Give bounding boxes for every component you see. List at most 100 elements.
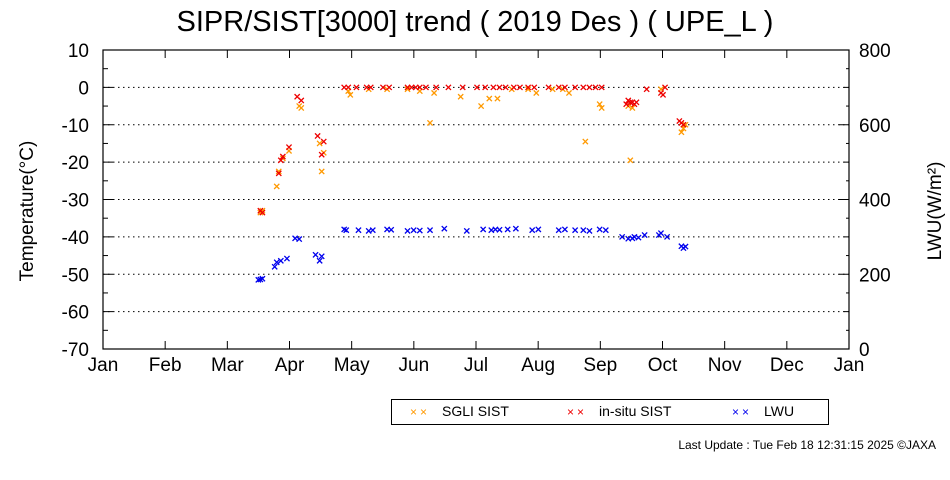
grid-lines bbox=[103, 86, 849, 313]
data-point-sgli bbox=[486, 95, 493, 102]
data-point-lwu bbox=[388, 226, 395, 233]
x-tick-label: Aug bbox=[521, 355, 555, 376]
data-point-insitu bbox=[545, 84, 552, 91]
data-point-sgli bbox=[259, 207, 266, 214]
data-point-lwu bbox=[404, 227, 411, 234]
data-point-lwu bbox=[635, 234, 642, 241]
x-tick-label: Jul bbox=[464, 355, 488, 376]
data-point-lwu bbox=[496, 226, 503, 233]
legend-marker-sgli: ×× bbox=[410, 405, 431, 419]
data-point-lwu bbox=[463, 227, 470, 234]
data-point-sgli bbox=[478, 103, 485, 110]
x-tick-label: Jun bbox=[399, 355, 430, 376]
data-point-lwu bbox=[512, 225, 519, 232]
legend-item-sgli: ×× SGLI SIST bbox=[410, 403, 509, 419]
data-point-insitu bbox=[531, 84, 538, 91]
y-tick-label: 0 bbox=[78, 78, 89, 99]
data-point-sgli bbox=[426, 119, 434, 126]
data-point-sgli bbox=[298, 104, 305, 111]
data-point-lwu bbox=[664, 233, 671, 240]
data-point-insitu bbox=[279, 153, 286, 160]
data-point-insitu bbox=[379, 84, 387, 91]
data-point-insitu bbox=[386, 84, 393, 91]
data-point-sgli bbox=[457, 93, 464, 100]
data-point-sgli bbox=[431, 89, 438, 97]
data-point-lwu bbox=[410, 227, 417, 234]
data-point-insitu bbox=[353, 84, 360, 91]
data-point-lwu bbox=[296, 236, 303, 243]
data-point-lwu bbox=[312, 251, 319, 258]
data-point-insitu bbox=[496, 84, 503, 91]
data-point-sgli bbox=[525, 86, 532, 93]
legend: ×× SGLI SIST ×× in-situ SIST ×× LWU bbox=[391, 399, 829, 425]
data-point-lwu bbox=[255, 276, 262, 283]
y-tick-label: -60 bbox=[62, 303, 89, 324]
data-point-sgli bbox=[494, 95, 501, 102]
data-point-insitu bbox=[659, 91, 667, 98]
x-tick-label: Feb bbox=[149, 355, 182, 376]
data-point-insitu bbox=[422, 84, 429, 91]
chart-title: SIPR/SIST[3000] trend ( 2019 Des ) ( UPE… bbox=[176, 6, 774, 38]
x-tick-label: Jan bbox=[88, 355, 119, 376]
data-point-insitu bbox=[320, 138, 327, 145]
data-point-insitu bbox=[298, 97, 305, 104]
last-update-text: Last Update : Tue Feb 18 12:31:15 2025 ©… bbox=[678, 438, 936, 452]
data-point-sgli bbox=[582, 138, 589, 145]
y-axis-label-right: LWU(W/m²) bbox=[925, 161, 946, 261]
data-point-lwu bbox=[318, 253, 325, 260]
data-point-insitu bbox=[525, 84, 532, 91]
data-point-insitu bbox=[259, 209, 266, 216]
data-point-insitu bbox=[633, 99, 640, 106]
x-tick-label: Nov bbox=[708, 355, 742, 376]
data-point-lwu bbox=[602, 227, 609, 234]
data-point-lwu bbox=[283, 255, 291, 262]
data-point-insitu bbox=[367, 84, 374, 91]
y-tick-label: -10 bbox=[62, 116, 89, 137]
legend-label-insitu: in-situ SIST bbox=[599, 403, 672, 419]
data-point-lwu bbox=[561, 226, 568, 233]
data-point-lwu bbox=[416, 227, 423, 234]
data-point-insitu bbox=[490, 84, 497, 91]
data-point-lwu bbox=[504, 226, 511, 233]
x-tick-label: Sep bbox=[583, 355, 617, 376]
data-point-insitu bbox=[473, 84, 481, 91]
data-point-insitu bbox=[277, 157, 284, 164]
data-point-sgli bbox=[598, 104, 605, 111]
data-marks bbox=[255, 84, 689, 283]
data-point-sgli bbox=[275, 168, 282, 175]
x-tick-label: Apr bbox=[275, 355, 305, 376]
data-point-sgli bbox=[347, 91, 354, 98]
data-point-lwu bbox=[259, 275, 266, 282]
data-point-sgli bbox=[318, 168, 325, 175]
data-point-sgli bbox=[682, 121, 689, 128]
y2-tick-label: 800 bbox=[859, 41, 891, 62]
data-point-lwu bbox=[316, 257, 323, 264]
data-point-insitu bbox=[314, 132, 321, 140]
data-point-insitu bbox=[318, 151, 325, 158]
y2-tick-label: 600 bbox=[859, 116, 891, 137]
data-point-lwu bbox=[369, 227, 376, 234]
y-tick-label: -50 bbox=[62, 265, 89, 286]
data-point-lwu bbox=[572, 227, 579, 234]
legend-marker-insitu: ×× bbox=[567, 405, 588, 419]
data-point-sgli bbox=[627, 157, 634, 164]
data-point-sgli bbox=[273, 183, 280, 190]
y-tick-label: -40 bbox=[62, 228, 89, 249]
data-point-insitu bbox=[561, 84, 568, 91]
data-point-insitu bbox=[572, 84, 579, 91]
data-point-insitu bbox=[416, 84, 423, 91]
data-point-lwu bbox=[555, 227, 562, 234]
data-point-sgli bbox=[629, 104, 636, 111]
data-point-lwu bbox=[580, 227, 587, 234]
data-point-sgli bbox=[549, 86, 556, 93]
y-tick-label: 10 bbox=[68, 41, 89, 62]
data-point-insitu bbox=[555, 84, 562, 91]
data-point-sgli bbox=[565, 89, 573, 97]
data-point-insitu bbox=[275, 170, 282, 177]
y2-tick-label: 400 bbox=[859, 191, 891, 212]
legend-item-insitu: ×× in-situ SIST bbox=[567, 403, 671, 419]
axes: 100-10-20-30-40-50-60-708006004002000Jan… bbox=[62, 41, 891, 376]
data-point-sgli bbox=[533, 89, 540, 97]
data-point-insitu bbox=[661, 84, 669, 91]
data-point-insitu bbox=[285, 144, 293, 151]
